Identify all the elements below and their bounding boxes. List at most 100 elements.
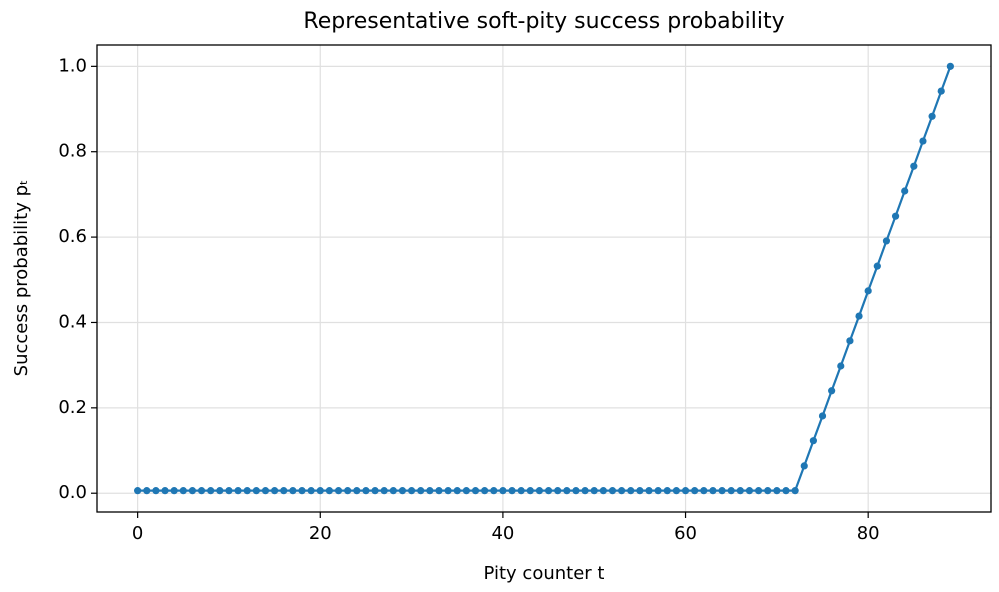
point: [197, 487, 206, 495]
point: [307, 487, 315, 495]
y-axis-label: Success probability pₜ: [11, 180, 32, 377]
plot-frame: [96, 44, 992, 513]
point: [407, 487, 416, 495]
point: [225, 487, 233, 495]
point: [179, 487, 187, 495]
point: [882, 237, 891, 245]
y-tick-label: 0.2: [58, 397, 87, 418]
point: [919, 137, 927, 145]
point: [261, 487, 270, 495]
point: [444, 487, 452, 495]
point: [554, 487, 562, 495]
point: [344, 487, 352, 495]
point: [143, 487, 151, 495]
point: [928, 112, 936, 120]
point: [809, 437, 817, 445]
point: [636, 487, 644, 495]
point: [855, 312, 863, 320]
point: [581, 487, 589, 495]
point: [134, 487, 142, 495]
point: [289, 487, 297, 495]
point: [800, 462, 808, 470]
point: [508, 487, 516, 495]
point: [618, 487, 626, 495]
point: [654, 487, 662, 495]
point: [946, 62, 954, 70]
series-line: [137, 65, 952, 492]
x-tick-label: 0: [132, 523, 143, 544]
point: [161, 487, 169, 495]
point: [691, 487, 699, 495]
point: [818, 412, 827, 420]
point: [453, 487, 461, 495]
point: [435, 487, 443, 495]
point: [152, 487, 160, 495]
point: [700, 487, 708, 495]
point: [316, 487, 324, 495]
point: [280, 487, 288, 495]
point: [462, 487, 470, 495]
point: [782, 487, 790, 495]
point: [663, 487, 671, 495]
point: [371, 487, 379, 495]
point: [426, 487, 434, 495]
point: [910, 162, 918, 170]
point: [846, 337, 854, 345]
point: [745, 487, 754, 495]
point: [334, 487, 343, 495]
point: [599, 487, 607, 495]
y-tick-label: 0.8: [58, 141, 87, 162]
point: [398, 487, 407, 495]
point: [672, 487, 681, 495]
point: [828, 387, 836, 395]
point: [773, 487, 781, 495]
point: [188, 487, 197, 495]
point: [517, 487, 525, 495]
point: [709, 487, 717, 495]
point: [243, 487, 251, 495]
point: [864, 287, 872, 295]
point: [572, 487, 580, 495]
point: [727, 487, 735, 495]
point: [417, 487, 425, 495]
point: [608, 487, 617, 495]
point: [873, 262, 881, 270]
point: [544, 487, 553, 495]
point: [736, 487, 744, 495]
x-tick-label: 20: [309, 523, 332, 544]
x-axis-label: Pity counter t: [484, 563, 605, 584]
point: [627, 487, 635, 495]
point: [901, 187, 909, 195]
point: [563, 487, 571, 495]
point: [170, 487, 178, 495]
point: [216, 487, 224, 495]
point: [718, 487, 726, 495]
x-tick-label: 40: [491, 523, 514, 544]
point: [481, 487, 489, 495]
point: [937, 87, 945, 95]
point: [380, 487, 388, 495]
point: [471, 487, 480, 495]
point: [234, 487, 242, 495]
point: [389, 487, 397, 495]
point: [645, 487, 653, 495]
y-tick-label: 0.0: [58, 482, 87, 503]
y-tick-label: 1.0: [58, 55, 87, 76]
point: [764, 487, 772, 495]
x-tick-label: 80: [857, 523, 880, 544]
point: [499, 487, 507, 495]
y-tick-label: 0.6: [58, 226, 87, 247]
point: [754, 487, 763, 495]
point: [271, 487, 279, 495]
point: [207, 487, 215, 495]
chart-title: Representative soft-pity success probabi…: [303, 9, 784, 34]
point: [252, 487, 260, 495]
point: [837, 362, 845, 370]
point: [791, 487, 799, 495]
point: [325, 487, 334, 495]
point: [362, 487, 370, 495]
point: [535, 487, 544, 495]
point: [891, 212, 900, 220]
point: [590, 487, 598, 495]
